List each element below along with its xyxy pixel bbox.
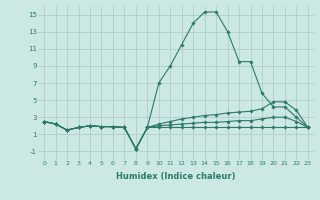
X-axis label: Humidex (Indice chaleur): Humidex (Indice chaleur) (116, 172, 236, 181)
